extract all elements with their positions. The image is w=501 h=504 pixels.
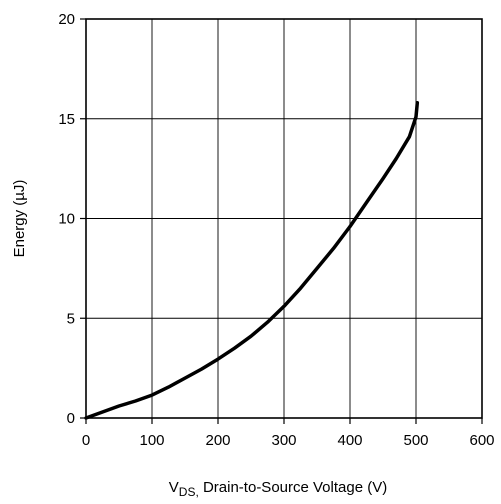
energy-curve — [84, 101, 420, 420]
y-tick-label: 20 — [58, 11, 75, 28]
x-axis-title-main: V — [169, 479, 179, 496]
series-layer — [84, 101, 420, 420]
x-tick-label: 0 — [82, 432, 90, 449]
x-tick-label: 500 — [403, 432, 428, 449]
y-tick-label: 10 — [58, 211, 75, 228]
x-tick-label: 400 — [337, 432, 362, 449]
x-axis-title-subscript: DS, — [179, 485, 199, 499]
y-tick-label: 15 — [58, 111, 75, 128]
x-tick-label: 100 — [139, 432, 164, 449]
x-tick-label: 200 — [205, 432, 230, 449]
y-tick-label: 5 — [67, 310, 75, 327]
tick-layer: 0 100 200 300 400 500 600 0 5 10 15 20 — [58, 11, 494, 449]
x-axis-title: VDS, Drain-to-Source Voltage (V) — [169, 479, 387, 499]
x-tick-label: 600 — [469, 432, 494, 449]
x-tick-label: 300 — [271, 432, 296, 449]
y-axis-title: Energy (µJ) — [11, 180, 28, 258]
y-tick-label: 0 — [67, 410, 75, 427]
grid-layer — [86, 19, 482, 418]
x-axis-title-rest: Drain-to-Source Voltage (V) — [199, 479, 387, 496]
